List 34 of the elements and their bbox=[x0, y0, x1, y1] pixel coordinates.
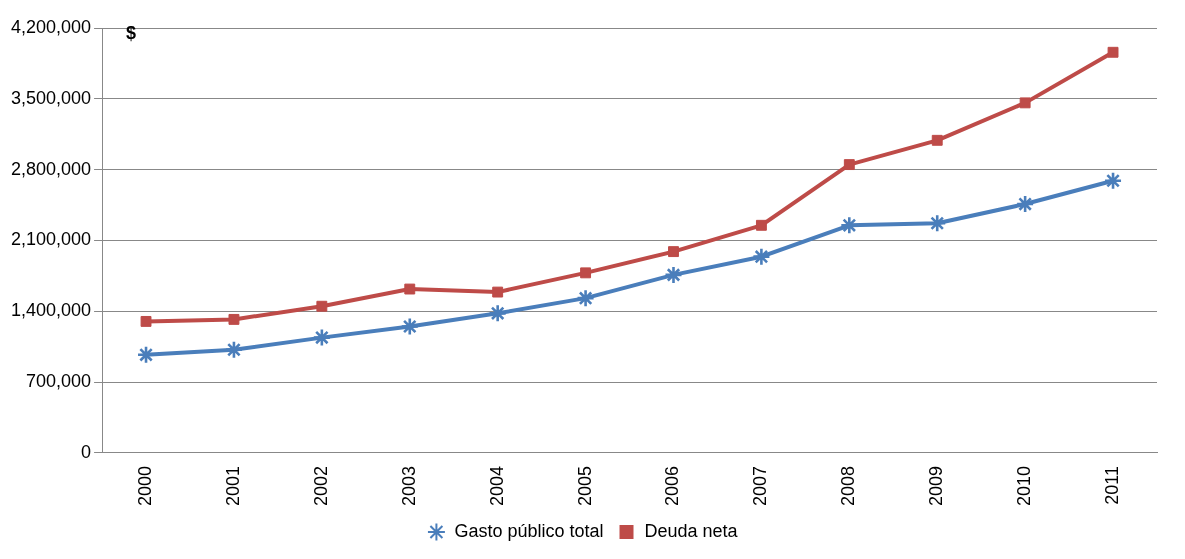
point bbox=[931, 134, 943, 146]
point bbox=[1107, 46, 1119, 58]
x-tick-label: 2001 bbox=[222, 465, 243, 506]
y-tick-label: 700,000 bbox=[26, 371, 92, 392]
y-tick-label: 4,200,000 bbox=[11, 16, 92, 37]
y-axis-title: $ bbox=[126, 22, 137, 43]
legend-label: Deuda neta bbox=[644, 520, 739, 541]
point bbox=[316, 300, 328, 312]
y-tick-label: 0 bbox=[81, 441, 92, 462]
y-tick-label: 2,800,000 bbox=[11, 158, 92, 179]
point bbox=[755, 219, 767, 231]
y-tick-label: 3,500,000 bbox=[11, 87, 92, 108]
y-tick-label: 2,100,000 bbox=[11, 229, 92, 250]
x-tick-label: 2004 bbox=[486, 465, 507, 506]
point bbox=[404, 283, 416, 295]
point bbox=[140, 315, 152, 327]
x-tick-label: 2007 bbox=[750, 465, 771, 506]
point bbox=[492, 286, 504, 298]
point bbox=[843, 159, 855, 171]
x-tick-label: 2011 bbox=[1102, 465, 1123, 505]
y-tick-label: 1,400,000 bbox=[11, 300, 92, 321]
x-tick-label: 2002 bbox=[310, 465, 331, 506]
x-tick-label: 2009 bbox=[926, 465, 947, 506]
legend-label: Gasto público total bbox=[454, 520, 604, 541]
point bbox=[1019, 97, 1031, 109]
x-tick-label: 2006 bbox=[662, 465, 683, 506]
x-tick-label: 2005 bbox=[574, 465, 595, 506]
x-tick-label: 2010 bbox=[1014, 465, 1035, 506]
x-tick-label: 2003 bbox=[398, 465, 419, 506]
x-tick-label: 2008 bbox=[838, 465, 859, 506]
x-tick-label: 2000 bbox=[135, 465, 155, 506]
point bbox=[668, 246, 679, 258]
point bbox=[580, 267, 592, 279]
point bbox=[228, 313, 240, 325]
